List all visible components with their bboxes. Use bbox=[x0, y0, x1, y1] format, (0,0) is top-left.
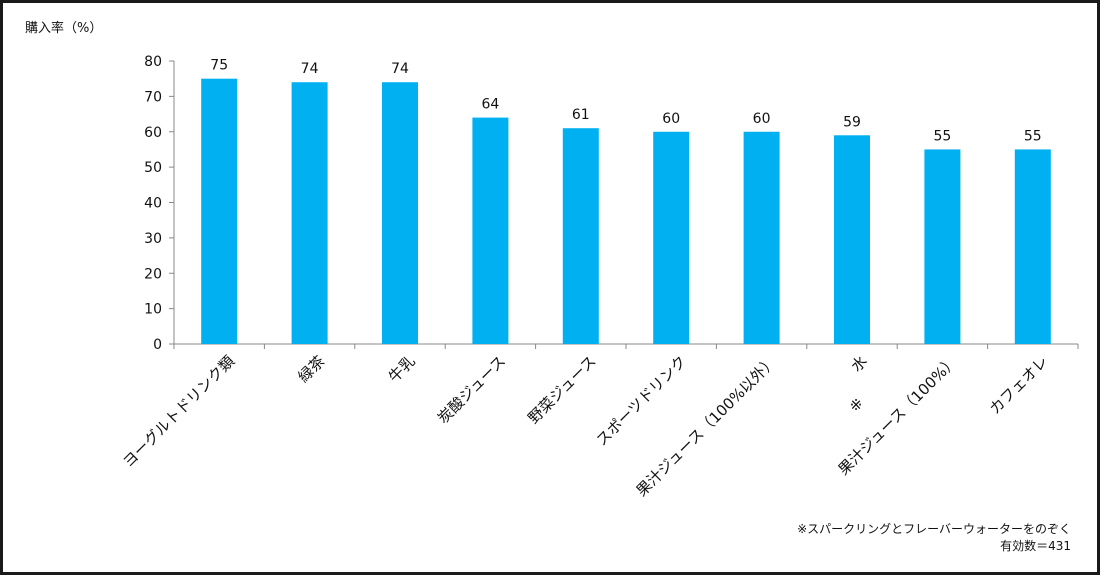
data-label: 75 bbox=[210, 58, 228, 74]
bar bbox=[743, 131, 780, 344]
data-label: 60 bbox=[662, 111, 680, 127]
y-tick-label: 80 bbox=[144, 54, 162, 70]
bar bbox=[562, 128, 599, 344]
y-tick-label: 70 bbox=[144, 89, 162, 105]
data-label: 64 bbox=[481, 97, 499, 113]
x-tick-label: 緑茶 bbox=[294, 352, 328, 386]
x-tick-label: 果汁ジュース（100%） bbox=[835, 352, 962, 479]
x-tick-label: 牛乳 bbox=[385, 352, 419, 386]
y-tick-label: 20 bbox=[144, 266, 162, 282]
data-label: 74 bbox=[391, 61, 409, 77]
y-axis-label: 購入率（%） bbox=[25, 21, 103, 36]
footnote: ※スパークリングとフレーバーウォーターをのぞく bbox=[797, 522, 1071, 536]
data-label: 60 bbox=[753, 111, 771, 127]
x-tick-label: 野菜ジュース bbox=[525, 352, 600, 427]
bar bbox=[1014, 149, 1051, 344]
bar bbox=[382, 82, 418, 344]
bar bbox=[653, 131, 690, 344]
data-label: 59 bbox=[843, 114, 861, 130]
y-tick-label: 40 bbox=[144, 196, 162, 212]
category-mark: ※ bbox=[850, 396, 863, 414]
x-tick-label: 炭酸ジュース bbox=[434, 352, 509, 427]
data-label: 74 bbox=[301, 61, 319, 77]
bar bbox=[924, 149, 961, 344]
x-tick-label: スポーツドリンク bbox=[593, 352, 690, 449]
y-tick-label: 30 bbox=[144, 231, 162, 247]
y-tick-label: 60 bbox=[144, 125, 162, 141]
y-tick-label: 0 bbox=[153, 337, 162, 353]
chart-notes: ※スパークリングとフレーバーウォーターをのぞく 有効数＝431 bbox=[797, 521, 1071, 555]
bar bbox=[472, 117, 509, 344]
y-tick-label: 10 bbox=[144, 302, 162, 318]
sample-size: 有効数＝431 bbox=[1000, 539, 1071, 553]
bar bbox=[201, 78, 238, 344]
data-label: 55 bbox=[1024, 128, 1042, 144]
x-tick-label: ヨーグルトドリンク類 bbox=[119, 352, 238, 471]
bar bbox=[834, 135, 870, 344]
x-tick-label: 水 bbox=[847, 352, 870, 375]
bar-chart: 0 10 20 30 40 50 60 70 80 75 ヨーグルトドリンク類 74 緑茶 74 牛乳 64 炭… bbox=[119, 54, 1079, 500]
y-tick-label: 50 bbox=[144, 160, 162, 176]
bar bbox=[291, 82, 328, 344]
data-label: 55 bbox=[933, 128, 951, 144]
data-label: 61 bbox=[572, 107, 590, 123]
x-tick-label: カフェオレ bbox=[986, 352, 1052, 418]
